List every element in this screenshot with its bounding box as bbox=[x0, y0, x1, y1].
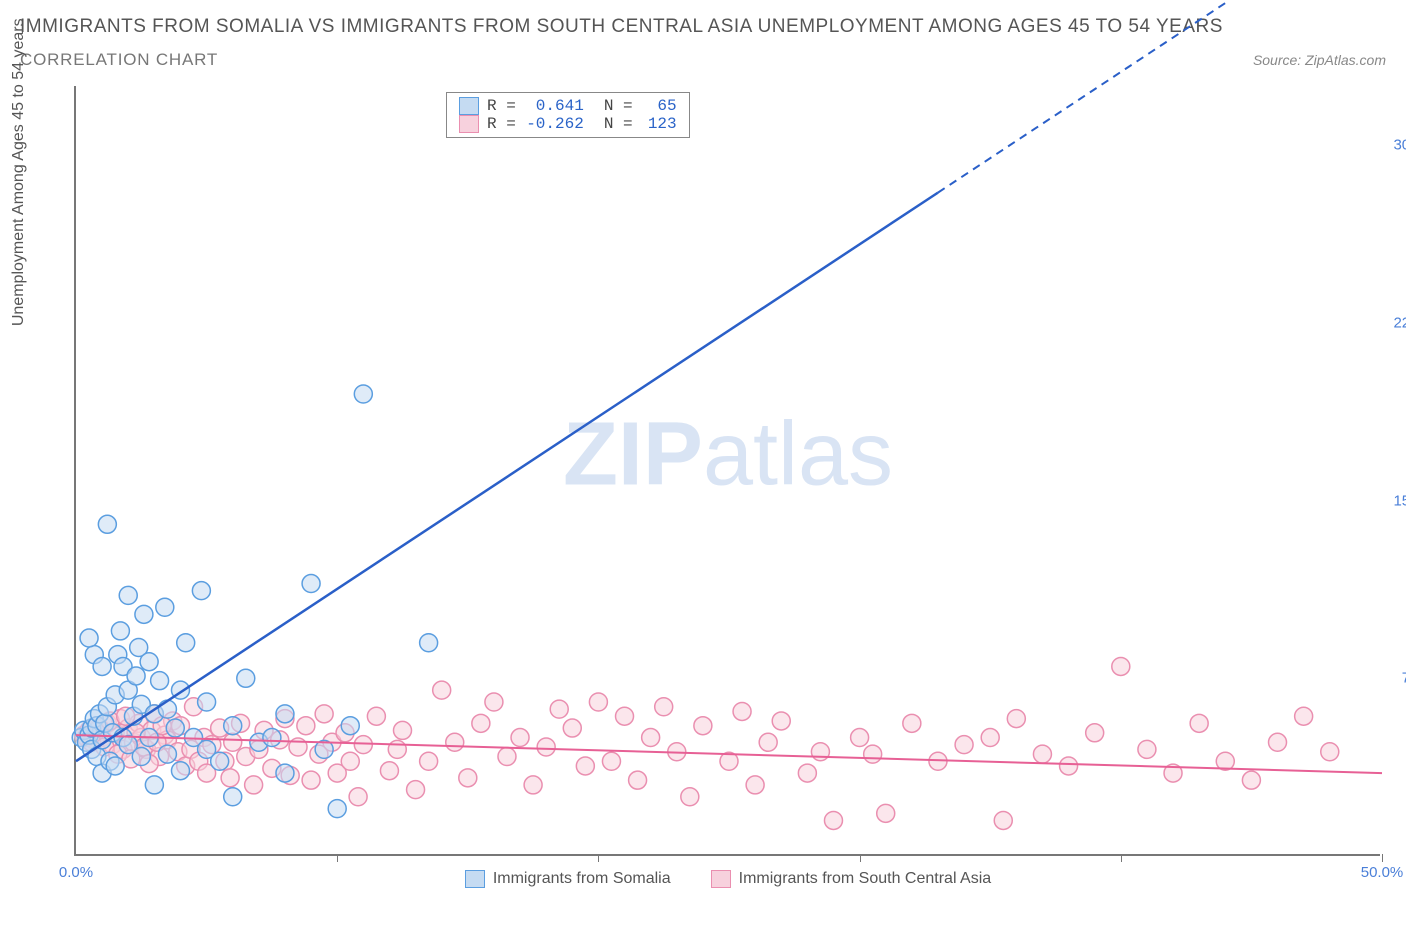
source-attribution: Source: ZipAtlas.com bbox=[1253, 52, 1386, 68]
stats-legend-box: R = 0.641 N = 65 R = -0.262 N = 123 bbox=[446, 92, 690, 138]
y-tick-label: 30.0% bbox=[1388, 137, 1406, 154]
legend-item-2: Immigrants from South Central Asia bbox=[711, 870, 992, 888]
stats-row-series-1: R = 0.641 N = 65 bbox=[459, 97, 677, 115]
chart-title: IMMIGRANTS FROM SOMALIA VS IMMIGRANTS FR… bbox=[20, 16, 1386, 38]
swatch-series-2 bbox=[459, 115, 479, 133]
legend-item-1: Immigrants from Somalia bbox=[465, 870, 671, 888]
legend-swatch-1 bbox=[465, 870, 485, 888]
bottom-legend: Immigrants from Somalia Immigrants from … bbox=[76, 870, 1380, 888]
plot-area: ZIPatlas R = 0.641 N = 65 R = -0.262 N =… bbox=[74, 86, 1380, 856]
y-axis-label: Unemployment Among Ages 45 to 54 years bbox=[10, 18, 28, 326]
legend-swatch-2 bbox=[711, 870, 731, 888]
swatch-series-1 bbox=[459, 97, 479, 115]
y-tick-label: 7.5% bbox=[1388, 670, 1406, 687]
chart-container: Unemployment Among Ages 45 to 54 years Z… bbox=[20, 80, 1386, 880]
y-tick-label: 22.5% bbox=[1388, 314, 1406, 331]
scatter-svg bbox=[76, 86, 1380, 854]
stats-row-series-2: R = -0.262 N = 123 bbox=[459, 115, 677, 133]
x-tick-label: 0.0% bbox=[59, 864, 93, 881]
chart-subtitle: CORRELATION CHART bbox=[20, 50, 218, 70]
x-tick-label: 50.0% bbox=[1361, 864, 1404, 881]
y-tick-label: 15.0% bbox=[1388, 492, 1406, 509]
